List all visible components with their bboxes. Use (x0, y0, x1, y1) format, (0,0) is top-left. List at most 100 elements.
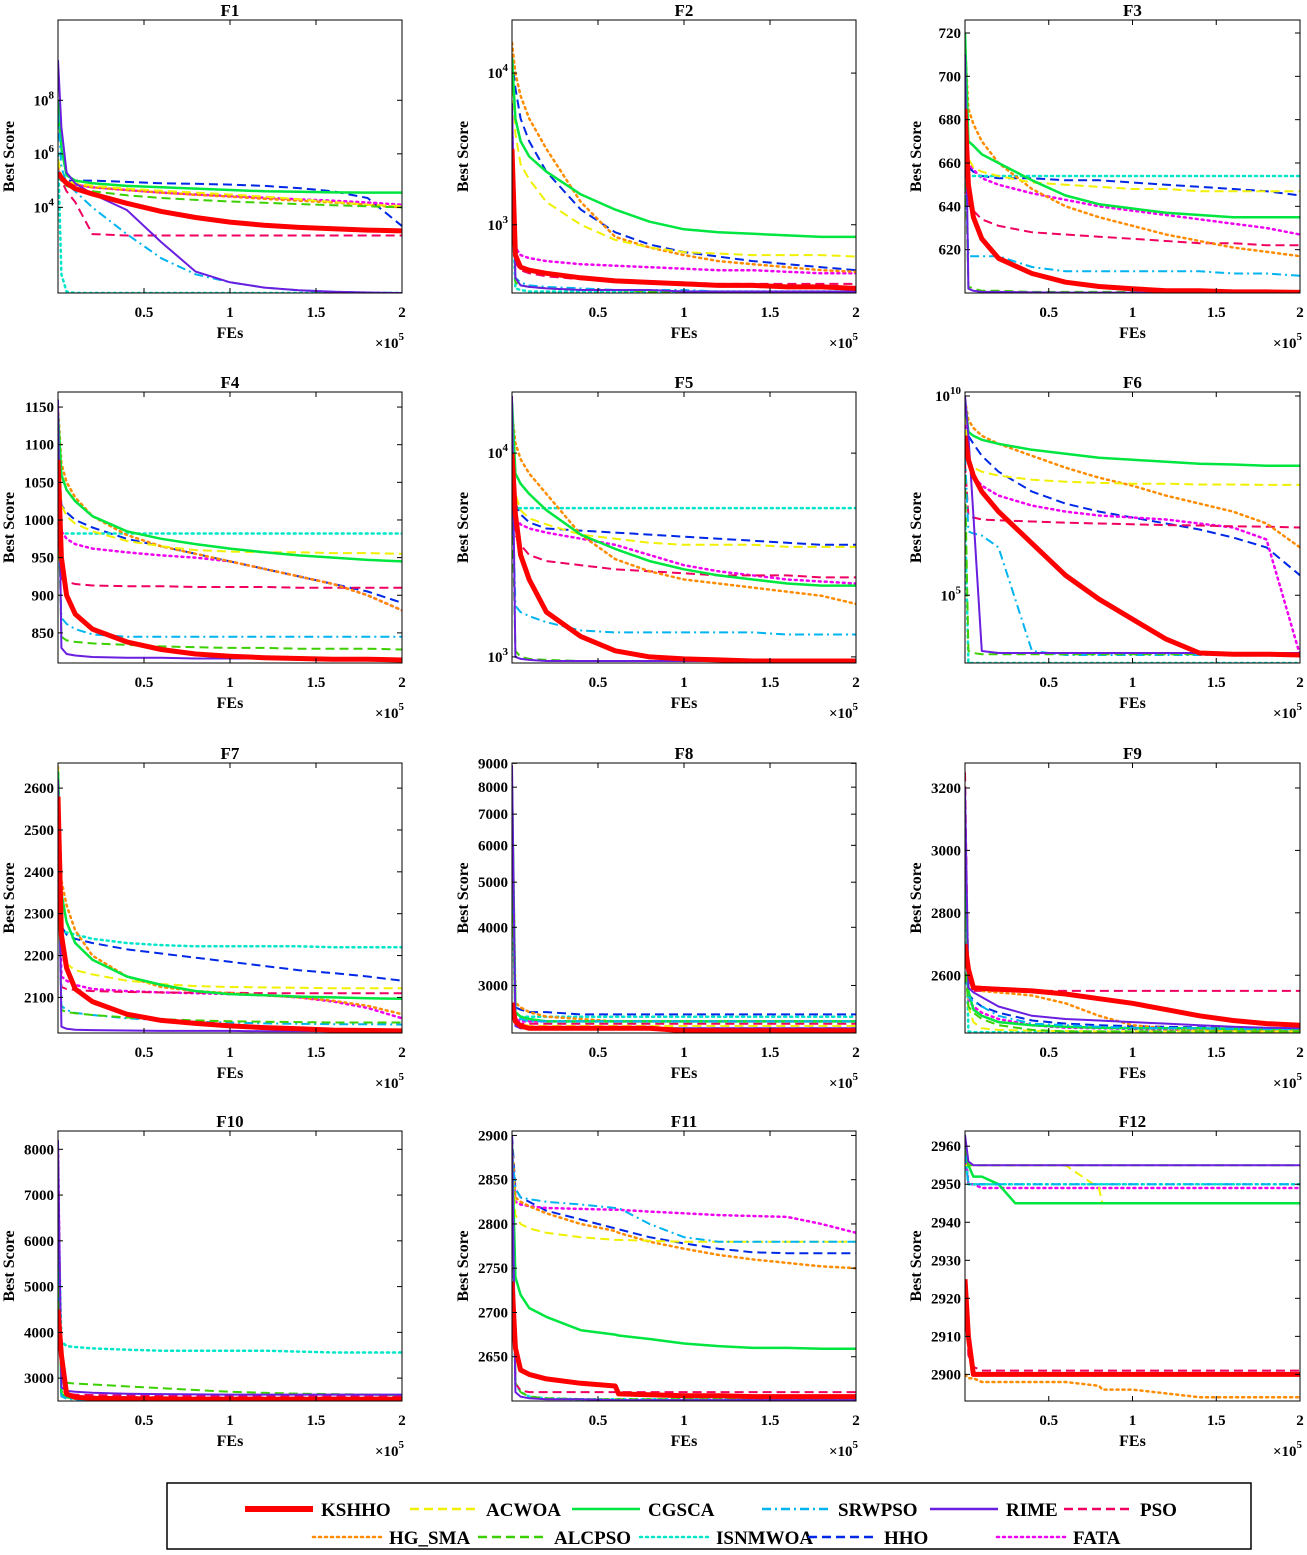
series-isnmwoa (965, 514, 1300, 663)
y-tick-label: 2700 (478, 1305, 508, 1321)
legend: KSHHO ACWOA CGSCA SRWPSO RIME PSO HG_SMA ALCPSO… (166, 1482, 1252, 1550)
panel-f4: 0.5 1 1.5 2 850 900 950 1000 1050 1100 1150 F4 FEs Be… (1, 373, 406, 722)
series-pso (965, 772, 1300, 992)
x-exponent-label: ×105 (375, 1439, 405, 1460)
svg-text:FATA: FATA (1073, 1528, 1121, 1549)
legend-item-isnmwoa: ISNMWOA (638, 1528, 813, 1549)
series-cgsca (512, 402, 856, 587)
y-tick-label: 7000 (478, 807, 508, 823)
panel-title: F5 (675, 373, 694, 392)
x-exponent-label: ×105 (1273, 1439, 1303, 1460)
series-hho (965, 97, 1300, 197)
y-tick-label: 660 (939, 156, 962, 172)
svg-text:HHO: HHO (884, 1528, 928, 1549)
panel-f5: 0.5 1 1.5 2 103 104 F5 FEs Best Score ×105 (455, 373, 860, 722)
y-tick-label: 1050 (24, 475, 54, 491)
series-rime (512, 1135, 856, 1401)
legend-item-pso: PSO (1064, 1500, 1177, 1521)
series-pso (965, 184, 1300, 247)
series-cgsca (58, 414, 402, 563)
x-exponent-label: ×105 (829, 1071, 859, 1092)
x-tick-label: 1.5 (307, 675, 326, 691)
panel-f12: 0.5 1 1.5 2 2900 2910 2920 2930 2940 2950 2960 F12 F… (908, 1112, 1304, 1460)
legend-item-alcpso: ALCPSO (478, 1528, 631, 1549)
y-tick-label: 900 (32, 588, 55, 604)
series-pso (58, 871, 402, 995)
series-fata (58, 458, 402, 612)
panel-f7: 0.5 1 1.5 2 2100 2200 2300 2400 2500 2600 F7 FEs Bes… (1, 744, 406, 1092)
y-tick-label: 6000 (478, 838, 508, 854)
y-tick-label: 2600 (931, 968, 961, 984)
series-fata (512, 1151, 856, 1235)
series-hg-sma (512, 41, 856, 274)
x-exponent-label: ×105 (1273, 331, 1303, 352)
y-tick-label: 4000 (24, 1325, 54, 1341)
svg-text:KSHHO: KSHHO (321, 1500, 391, 1521)
y-tick-label: 4000 (478, 920, 508, 936)
y-axis-label: Best Score (455, 862, 472, 933)
series-hg-sma (965, 398, 1300, 549)
series-pso (58, 519, 402, 589)
legend-item-hho: HHO (808, 1528, 928, 1549)
series-cgsca (512, 57, 856, 239)
x-exponent-label: ×105 (1273, 701, 1303, 722)
x-axis-label: FEs (671, 1433, 698, 1450)
series-kshho (512, 1002, 856, 1033)
y-tick-label: 2500 (24, 823, 54, 839)
series-fata (965, 118, 1300, 236)
series-isnmwoa (58, 807, 402, 949)
series-srwpso (58, 829, 402, 1026)
series-cgsca (58, 771, 402, 1000)
x-tick-label: 1 (226, 1045, 234, 1061)
y-tick-label: 104 (488, 62, 509, 82)
x-tick-label: 0.5 (589, 1045, 608, 1061)
series-kshho (512, 452, 856, 663)
series-acwoa (965, 415, 1300, 486)
y-tick-label: 106 (34, 143, 55, 163)
x-tick-label: 0.5 (1039, 1413, 1058, 1429)
y-tick-label: 103 (488, 214, 509, 234)
series-hho (58, 174, 402, 227)
panel-f10: 0.5 1 1.5 2 3000 4000 5000 6000 7000 8000 F10 FEs Be… (1, 1112, 406, 1460)
x-axis-label: FEs (671, 1065, 698, 1082)
x-tick-label: 2 (852, 1413, 860, 1429)
series-kshho (58, 459, 402, 663)
x-tick-label: 2 (398, 305, 406, 321)
y-tick-label: 2900 (931, 1367, 961, 1383)
series-srwpso (512, 811, 856, 1023)
x-axis-label: FEs (217, 1065, 244, 1082)
series-alcpso (512, 858, 856, 1030)
y-axis-label: Best Score (1, 492, 18, 563)
series-alcpso (58, 482, 402, 651)
series-acwoa (58, 158, 402, 207)
y-tick-label: 2920 (931, 1291, 961, 1307)
series-cgsca (965, 32, 1300, 219)
series-cgsca (58, 100, 402, 194)
x-tick-label: 1 (1129, 1045, 1137, 1061)
legend-item-srwpso: SRWPSO (762, 1500, 918, 1521)
series-rime (965, 54, 1300, 293)
y-tick-label: 9000 (478, 756, 508, 772)
series-pso (512, 825, 856, 1025)
series-rime (512, 103, 856, 293)
y-tick-label: 3000 (478, 978, 508, 994)
x-tick-label: 1.5 (761, 675, 780, 691)
y-tick-label: 640 (939, 199, 962, 215)
series-fata (512, 117, 856, 275)
y-tick-label: 700 (939, 69, 962, 85)
x-tick-label: 0.5 (589, 675, 608, 691)
y-tick-label: 2200 (24, 949, 54, 965)
x-exponent-label: ×105 (829, 1439, 859, 1460)
panel-f9: 0.5 1 1.5 2 2600 2800 3000 3200 F9 FEs Best Score ×… (908, 744, 1304, 1092)
panel-title: F3 (1123, 1, 1142, 20)
series-isnmwoa (512, 492, 856, 510)
series-acwoa (58, 1195, 402, 1401)
series-hg-sma (512, 787, 856, 1023)
x-tick-label: 0.5 (135, 305, 154, 321)
series-rime (58, 60, 402, 293)
series-kshho (965, 943, 1300, 1028)
series-kshho (965, 108, 1300, 293)
y-tick-label: 2960 (931, 1139, 961, 1155)
series-fata (512, 451, 856, 585)
